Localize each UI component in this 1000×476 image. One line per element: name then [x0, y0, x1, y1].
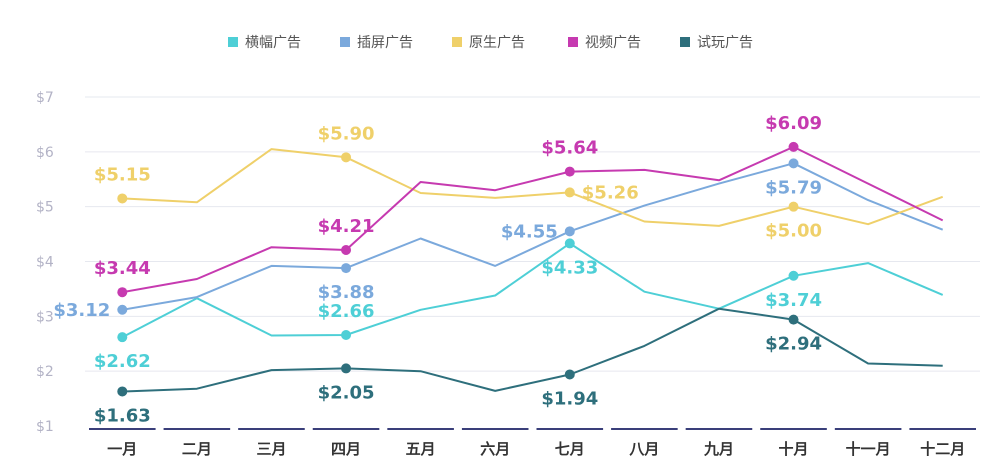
legend-item[interactable]: 横幅广告	[228, 35, 301, 51]
x-tick-label: 九月	[703, 440, 734, 458]
series-lines	[117, 141, 944, 397]
x-tick-label: 五月	[406, 440, 436, 458]
legend[interactable]: 横幅广告 插屏广告 原生广告 视频广告 试玩广告	[228, 35, 753, 51]
data-point-marker	[117, 287, 128, 298]
legend-swatch	[568, 37, 578, 47]
data-point-marker	[341, 152, 352, 163]
legend-label: 横幅广告	[245, 35, 301, 51]
legend-swatch	[452, 37, 462, 47]
data-label: $1.63	[94, 405, 151, 426]
x-tick-label: 三月	[256, 440, 286, 458]
y-tick-label: $6	[36, 145, 54, 161]
y-axis-ticks: $7 $6 $5 $4 $3 $2 $1	[36, 90, 54, 435]
data-label: $2.94	[765, 334, 822, 355]
legend-swatch	[680, 37, 690, 47]
series-line	[122, 145, 944, 294]
data-label: $5.26	[582, 182, 639, 203]
y-tick-label: $5	[36, 200, 54, 216]
data-point-marker	[788, 270, 799, 281]
data-point-marker	[564, 238, 575, 249]
data-label: $2.05	[318, 382, 375, 403]
series-line	[122, 307, 943, 393]
data-point-marker	[117, 386, 128, 397]
series-line	[122, 162, 944, 311]
data-label: $5.15	[94, 164, 151, 185]
legend-item[interactable]: 插屏广告	[340, 35, 413, 51]
data-point-marker	[341, 263, 352, 274]
data-label: $3.12	[53, 300, 110, 321]
data-label: $2.66	[318, 301, 375, 322]
data-point-marker	[564, 369, 575, 380]
y-tick-label: $1	[36, 419, 54, 435]
data-point-marker	[564, 226, 575, 237]
x-tick-label: 十一月	[846, 440, 891, 458]
data-point-marker	[117, 304, 128, 315]
data-point-marker	[341, 329, 352, 340]
data-label: $2.62	[94, 351, 151, 372]
data-label: $5.00	[765, 221, 822, 242]
legend-item[interactable]: 原生广告	[452, 35, 525, 51]
data-point-marker	[117, 193, 128, 204]
y-tick-label: $4	[36, 255, 54, 271]
series-line	[122, 148, 944, 227]
legend-swatch	[228, 37, 238, 47]
x-tick-label: 四月	[331, 440, 361, 458]
data-point-marker	[564, 187, 575, 198]
data-point-marker	[788, 141, 799, 152]
x-tick-label: 十月	[779, 440, 809, 458]
legend-label: 插屏广告	[357, 35, 413, 51]
data-point-marker	[788, 314, 799, 325]
legend-label: 试玩广告	[697, 35, 753, 51]
data-label: $5.64	[541, 138, 598, 159]
data-label: $4.33	[541, 257, 598, 278]
data-label: $3.88	[318, 282, 375, 303]
y-tick-label: $7	[36, 90, 54, 106]
series-line	[121, 242, 944, 339]
y-tick-label: $2	[36, 364, 54, 380]
x-tick-label: 二月	[182, 440, 212, 458]
legend-item[interactable]: 视频广告	[568, 35, 641, 51]
x-tick-label: 七月	[555, 440, 585, 458]
x-tick-label: 八月	[628, 440, 659, 458]
x-tick-label: 十二月	[920, 440, 965, 458]
legend-swatch	[340, 37, 350, 47]
legend-label: 视频广告	[585, 35, 641, 51]
data-label: $1.94	[541, 388, 598, 409]
data-labels: $2.62 $2.66 $4.33 $3.74 $3.12 $3.88 $4.55 $5.79…	[53, 113, 822, 427]
x-axis: 一月 二月 三月 四月 五月 六月 七月 八月 九月 十月 十一月 十二月	[89, 428, 976, 458]
legend-label: 原生广告	[469, 35, 525, 51]
legend-item[interactable]: 试玩广告	[680, 35, 753, 51]
data-label: $4.55	[501, 221, 558, 242]
data-point-marker	[341, 244, 352, 255]
data-label: $6.09	[765, 113, 822, 134]
data-label: $5.79	[765, 177, 822, 198]
data-point-marker	[788, 201, 799, 212]
data-label: $5.90	[318, 123, 375, 144]
y-tick-label: $3	[36, 309, 54, 325]
x-tick-label: 一月	[107, 440, 137, 458]
data-point-marker	[341, 363, 352, 374]
data-point-marker	[788, 158, 799, 169]
data-point-marker	[117, 332, 128, 343]
data-label: $4.21	[318, 216, 375, 237]
x-tick-label: 六月	[480, 440, 510, 458]
data-label: $3.44	[94, 258, 151, 279]
data-label: $3.74	[765, 290, 822, 311]
data-point-marker	[564, 166, 575, 177]
